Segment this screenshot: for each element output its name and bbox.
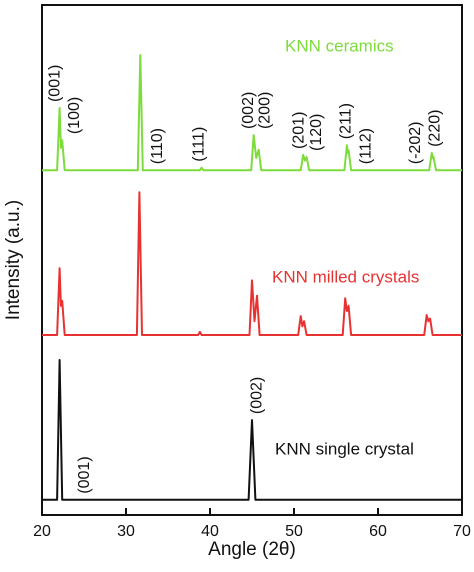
x-axis-label: Angle (2θ)	[208, 539, 296, 560]
x-tick-label: 60	[369, 523, 387, 540]
plot-frame	[41, 4, 463, 516]
series-line	[42, 359, 462, 501]
peak-label: (001)	[76, 456, 93, 493]
peak-label: (001)	[47, 65, 64, 102]
series-line	[42, 54, 462, 172]
series-label: KNN milled crystals	[272, 267, 419, 286]
peak-label: (201)	[290, 112, 307, 149]
peak-label: (211)	[337, 103, 354, 139]
peak-label: (120)	[308, 114, 325, 151]
x-tick-label: 50	[285, 523, 303, 540]
peak-label: (-202)	[407, 122, 424, 165]
peak-label: (002)	[240, 92, 257, 129]
x-tick-label: 40	[201, 523, 219, 540]
peak-label: (111)	[190, 127, 207, 162]
peak-label: (220)	[426, 110, 443, 147]
series-line	[42, 191, 462, 336]
peak-label: (200)	[257, 92, 274, 129]
peak-label: (110)	[149, 128, 166, 164]
y-axis-label: Intensity (a.u.)	[3, 200, 24, 320]
x-tick-label: 70	[453, 523, 471, 540]
peak-label: (100)	[66, 97, 83, 134]
series-label: KNN single crystal	[275, 439, 414, 458]
series-label: KNN ceramics	[285, 36, 394, 55]
x-tick-label: 30	[117, 523, 135, 540]
peak-label: (112)	[357, 128, 374, 164]
peak-label: (002)	[248, 377, 265, 414]
x-tick-label: 20	[33, 523, 51, 540]
